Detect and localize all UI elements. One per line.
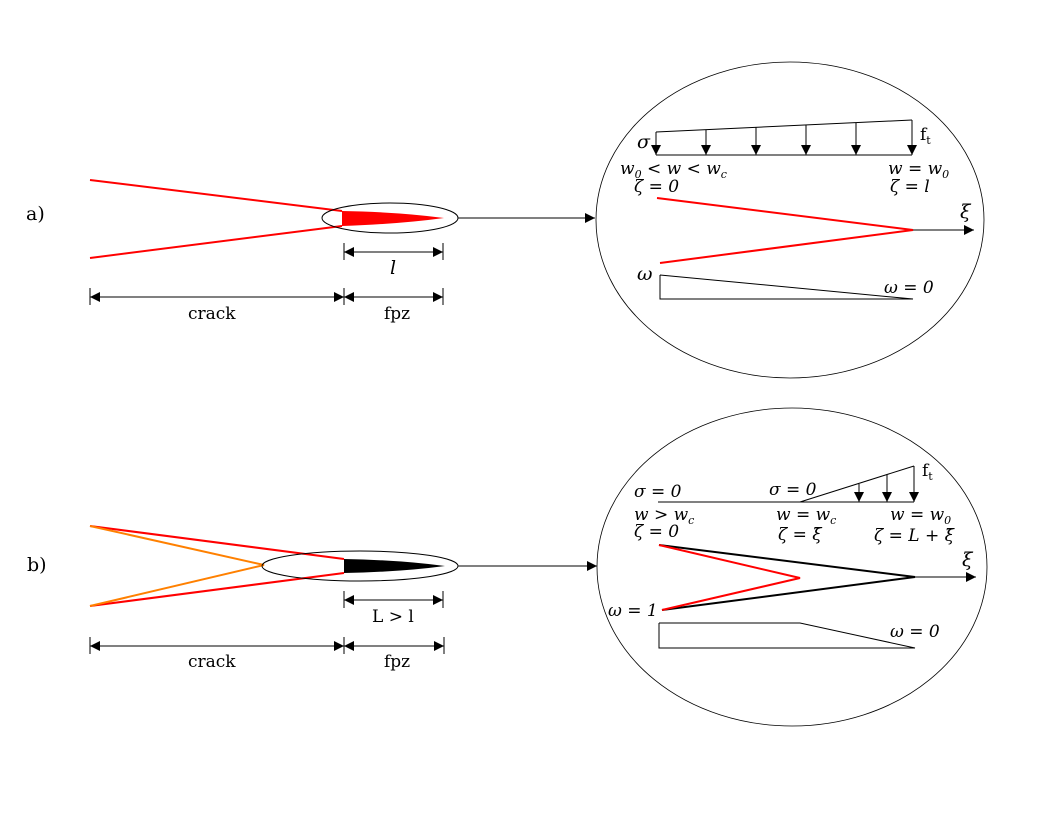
omega-zero-label: ω = 0 [890,622,940,642]
stress-envelope [799,465,915,503]
sigma-zero-left-label: σ = 0 [634,482,682,502]
dim-L-label: L > l [372,607,414,627]
panel-a-label: a) [26,203,45,225]
sigma-zero-mid-label: σ = 0 [769,480,817,500]
ft-label: ft [920,125,931,147]
xi-label: ξ [962,549,974,571]
zeta-mid-label: ζ = ξ̄ [778,525,823,545]
zeta-right-label: ζ = L + ξ̄ [874,526,956,546]
zeta-left-label: ζ = 0 [634,177,679,197]
zeta-left-label: ζ = 0 [634,522,679,542]
dim-crack-label: crack [188,652,236,672]
zoom-crack-upper-black [658,544,916,578]
zoom-circle [595,61,985,379]
zoom-crack-lower-black [661,576,916,611]
zoom-circle [596,407,988,727]
panel-a: a) l crack fpz σ ft [26,61,985,379]
fpz-tip-black [344,559,445,573]
zoom-crack-red [658,544,801,611]
dim-fpz-label: fpz [384,652,410,672]
dim-fpz-label: fpz [384,304,410,324]
damage-profile [658,622,916,649]
omega-zero-label: ω = 0 [884,278,934,298]
w-mid-label: w = wc [776,505,836,527]
panel-b-label: b) [27,554,47,576]
panel-b: b) L > l crack fpz σ = 0 σ = [27,407,988,727]
crack-lower-flank [89,225,343,259]
omega-one-label: ω = 1 [608,601,658,621]
zoom-crack-lower [659,229,914,264]
crack-lower-flank [89,572,345,607]
zoom-crack-upper [656,197,914,231]
dim-l-label: l [390,257,396,279]
stress-envelope [655,119,913,133]
w-left-label: w > wc [634,505,694,527]
omega-label: ω [637,263,653,285]
sigma-label: σ [637,131,651,153]
w-right-label: w = w0 [890,505,951,527]
xi-label: ξ [960,201,972,223]
dim-crack-label: crack [188,304,236,324]
zeta-right-label: ζ = l [890,177,930,197]
w-right-label: w = w0 [888,159,949,181]
w-left-label: w0 < w < wc [620,159,727,181]
crack-upper-flank [89,179,343,212]
damage-profile [659,274,914,300]
previous-crack-orange [89,525,265,607]
fpz-tip-red [342,211,444,226]
ft-label: ft [922,461,933,483]
